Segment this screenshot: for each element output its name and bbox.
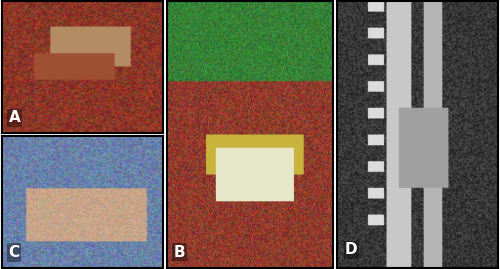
Text: A: A xyxy=(8,111,20,125)
Text: B: B xyxy=(174,245,186,260)
Text: D: D xyxy=(345,242,358,257)
Text: C: C xyxy=(8,245,20,260)
